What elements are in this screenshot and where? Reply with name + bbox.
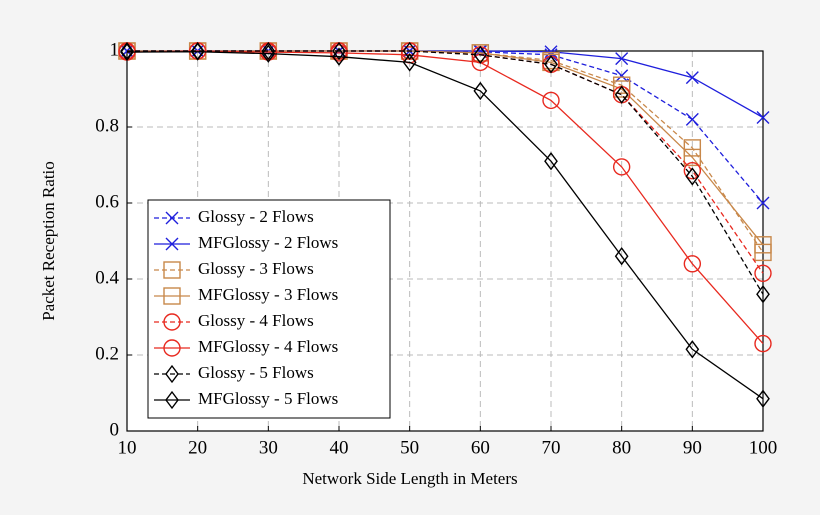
marker	[402, 41, 417, 61]
marker	[685, 340, 700, 359]
x-tick-label: 50	[400, 437, 419, 458]
marker	[756, 196, 770, 210]
marker	[756, 111, 770, 124]
marker	[544, 152, 558, 171]
marker	[683, 139, 702, 157]
marker	[261, 44, 276, 63]
marker	[685, 167, 700, 186]
marker	[163, 339, 181, 357]
legend-label: Glossy - 3 Flows	[198, 259, 314, 278]
marker	[756, 285, 770, 304]
marker	[615, 52, 629, 66]
marker	[612, 158, 631, 176]
marker	[614, 247, 629, 266]
legend-label: MFGlossy - 5 Flows	[198, 389, 338, 408]
marker	[165, 390, 179, 410]
marker	[190, 42, 205, 61]
marker	[165, 211, 179, 225]
y-axis-label: Packet Reception Ratio	[39, 161, 58, 321]
y-tick-label: 0.2	[95, 343, 119, 364]
marker	[165, 364, 179, 384]
marker	[163, 261, 181, 279]
x-tick-label: 10	[118, 437, 137, 458]
marker	[165, 237, 179, 251]
legend-label: MFGlossy - 2 Flows	[198, 233, 338, 252]
legend-label: MFGlossy - 3 Flows	[198, 285, 338, 304]
marker	[330, 44, 348, 62]
marker	[544, 55, 558, 74]
x-tick-label: 100	[749, 437, 778, 458]
x-tick-label: 20	[188, 437, 207, 458]
legend-label: Glossy - 4 Flows	[198, 311, 314, 330]
marker	[754, 236, 772, 254]
legend-label: MFGlossy - 4 Flows	[198, 337, 338, 356]
series-line	[127, 50, 764, 295]
y-tick-label: 0	[110, 419, 120, 440]
marker	[685, 71, 699, 85]
legend-label: Glossy - 5 Flows	[198, 363, 314, 382]
marker	[402, 53, 417, 72]
series-line	[126, 51, 764, 400]
y-tick-label: 0.8	[95, 115, 119, 136]
marker	[544, 45, 558, 59]
marker	[754, 334, 772, 353]
x-tick-label: 80	[612, 437, 631, 458]
y-tick-label: 0.6	[95, 191, 119, 212]
marker	[542, 91, 560, 110]
marker	[473, 81, 488, 101]
y-tick-label: 0.4	[95, 267, 119, 288]
marker	[612, 80, 631, 98]
x-tick-label: 60	[471, 437, 490, 458]
legend-label: Glossy - 2 Flows	[198, 207, 314, 226]
x-tick-label: 40	[330, 437, 349, 458]
y-tick-label: 1	[110, 39, 120, 60]
x-tick-label: 70	[542, 437, 561, 458]
marker	[685, 112, 699, 126]
marker	[261, 41, 276, 61]
marker	[163, 313, 181, 331]
marker	[473, 45, 488, 64]
marker	[756, 389, 770, 408]
marker	[332, 41, 346, 61]
marker	[683, 148, 702, 167]
marker	[615, 69, 629, 83]
x-tick-label: 90	[683, 437, 702, 458]
x-axis-label: Network Side Length in Meters	[302, 469, 517, 488]
marker	[332, 47, 346, 66]
legend: Glossy - 2 Flows MFGlossy - 2 Flows Glossy…	[147, 199, 391, 419]
marker	[120, 42, 134, 62]
marker	[163, 287, 181, 305]
marker	[614, 85, 629, 104]
marker	[683, 255, 702, 273]
legend-box	[147, 199, 391, 419]
marker	[754, 264, 772, 282]
x-tick-label: 30	[259, 437, 278, 458]
marker	[683, 161, 702, 180]
